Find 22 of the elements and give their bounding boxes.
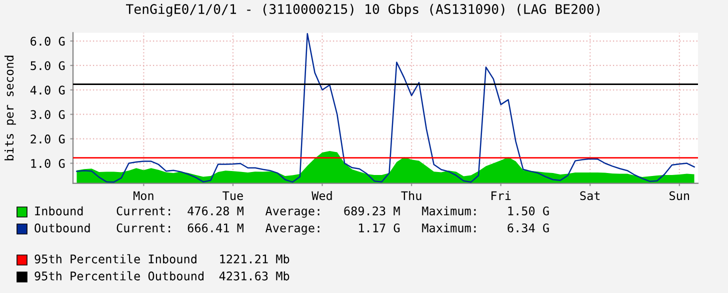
y-tick-label: 4.0 G — [30, 86, 65, 95]
y-axis-title: bits per second — [4, 56, 16, 160]
legend-label: Inbound — [35, 206, 83, 216]
x-tick-label: Thu — [401, 191, 422, 200]
legend-label: 95th Percentile Outbound 4231.63 Mb — [34, 271, 290, 280]
legend-label: Outbound — [34, 223, 90, 232]
line-series — [76, 33, 695, 183]
y-tick-label: 6.0 G — [30, 36, 65, 46]
x-tick-label: Fri — [492, 191, 511, 200]
x-tick-label: Tue — [222, 191, 243, 200]
x-tick-label: Wed — [312, 191, 332, 200]
x-tick-label: Mon — [134, 191, 154, 200]
y-tick-label: 1.0 G — [31, 159, 65, 168]
chart-title: TenGigE0/1/0/1 - (3110000215) 10 Gbps (AS131090) (LAG BE200) — [126, 4, 600, 17]
text: Current: 476.28 M Average: 689.23 M Maximum: 1.50 G — [116, 206, 549, 218]
y-tick-label: 2.0 G — [30, 134, 65, 144]
x-tick-label: Sun — [670, 191, 690, 200]
legend-label: 95th Percentile Inbound 1221.21 Mb — [34, 254, 290, 264]
y-tick-label: 5.0 G — [30, 61, 65, 70]
y-tick-label: 3.0 G — [30, 110, 65, 120]
x-tick-label: Sat — [580, 191, 600, 200]
text: Current: 666.41 M Average: 1.17 G Maximum: 6.34 G — [116, 223, 549, 235]
